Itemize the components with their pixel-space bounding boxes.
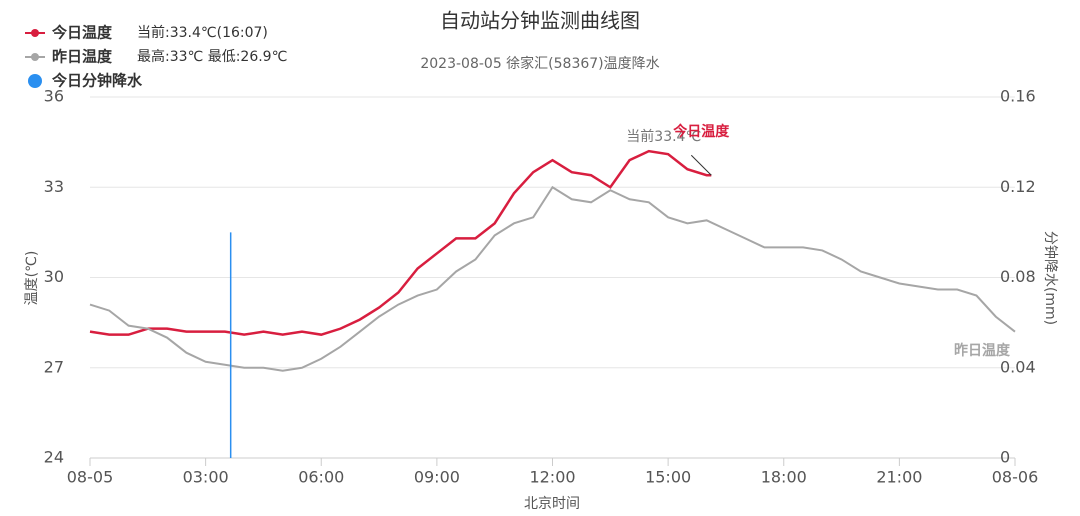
y2-axis-label: 分钟降水(mm) xyxy=(1042,231,1059,325)
x-tick-label: 09:00 xyxy=(414,468,460,487)
series-end-label: 昨日温度 xyxy=(954,342,1011,359)
precip-bar xyxy=(229,232,232,458)
y-tick-label: 33 xyxy=(44,177,64,196)
x-tick-label: 18:00 xyxy=(761,468,807,487)
x-tick-label: 06:00 xyxy=(298,468,344,487)
x-tick-label: 12:00 xyxy=(529,468,575,487)
legend-note: 当前:33.4℃(16:07) xyxy=(137,24,268,41)
legend-label: 昨日温度 xyxy=(52,48,113,66)
current-label: 当前33.4℃ xyxy=(626,128,701,145)
y2-tick-label: 0.12 xyxy=(1000,177,1036,196)
y-axis-label: 温度(℃) xyxy=(24,251,40,306)
y2-tick-label: 0.16 xyxy=(1000,87,1036,106)
legend-label: 今日分钟降水 xyxy=(51,72,143,90)
y-tick-label: 27 xyxy=(44,357,64,376)
chart-subtitle: 2023-08-05 徐家汇(58367)温度降水 xyxy=(420,55,659,72)
x-tick-label: 15:00 xyxy=(645,468,691,487)
y-tick-label: 30 xyxy=(44,267,64,286)
y2-tick-label: 0.08 xyxy=(1000,267,1036,286)
x-tick-label: 08-05 xyxy=(67,468,114,487)
x-tick-label: 03:00 xyxy=(183,468,229,487)
y2-tick-label: 0 xyxy=(1000,448,1010,467)
legend-note: 最高:33℃ 最低:26.9℃ xyxy=(137,48,287,65)
y2-tick-label: 0.04 xyxy=(1000,357,1036,376)
x-tick-label: 08-06 xyxy=(992,468,1039,487)
y-tick-label: 36 xyxy=(44,87,64,106)
legend-swatch xyxy=(31,53,39,61)
x-axis-label: 北京时间 xyxy=(524,496,580,512)
temp-line xyxy=(89,185,1016,372)
series-end-label: 今日温度 xyxy=(672,123,730,140)
legend-label: 今日温度 xyxy=(51,24,113,42)
x-tick-label: 21:00 xyxy=(876,468,922,487)
legend-swatch xyxy=(31,29,39,37)
legend-swatch xyxy=(28,74,42,88)
y-tick-label: 24 xyxy=(44,448,64,467)
temp-line xyxy=(89,149,712,336)
annotation-line xyxy=(690,154,712,176)
chart-title: 自动站分钟监测曲线图 xyxy=(440,9,640,33)
